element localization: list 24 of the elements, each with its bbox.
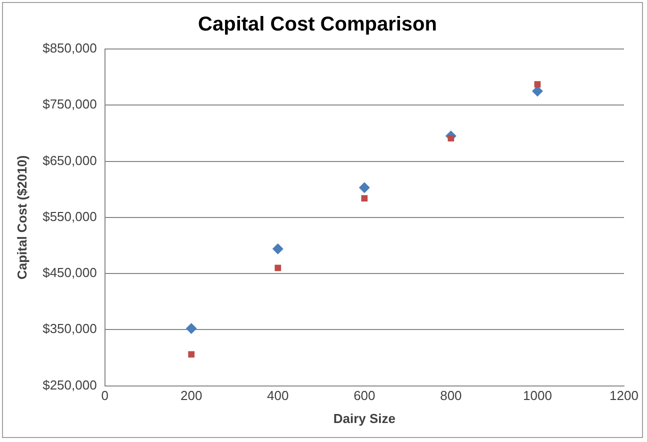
x-tick-label: 600: [354, 388, 376, 404]
y-tick-label: $850,000: [42, 40, 97, 56]
x-tick-label: 0: [101, 388, 108, 404]
point: [361, 195, 368, 202]
x-axis-title: Dairy Size: [333, 410, 396, 426]
y-tick-label: $650,000: [42, 152, 97, 168]
x-tick-label: 400: [267, 388, 289, 404]
point: [186, 323, 197, 334]
y-tick-label: $550,000: [42, 208, 97, 224]
point: [358, 182, 370, 194]
y-tick-label: $750,000: [42, 96, 97, 112]
y-tick-label: $450,000: [42, 265, 97, 280]
point: [272, 243, 284, 254]
point: [534, 81, 541, 88]
x-tick-label: 1000: [523, 388, 552, 404]
point: [188, 351, 195, 358]
y-tick-label: $250,000: [42, 377, 97, 392]
chart-title: Capital Cost Comparison: [198, 14, 437, 36]
y-tick-label: $350,000: [42, 321, 97, 336]
x-tick-label: 200: [180, 388, 202, 404]
x-tick-label: 800: [440, 388, 462, 404]
point: [274, 264, 282, 272]
y-axis-title: Capital Cost ($2010): [14, 155, 30, 280]
x-tick-label: 1200: [610, 388, 638, 404]
